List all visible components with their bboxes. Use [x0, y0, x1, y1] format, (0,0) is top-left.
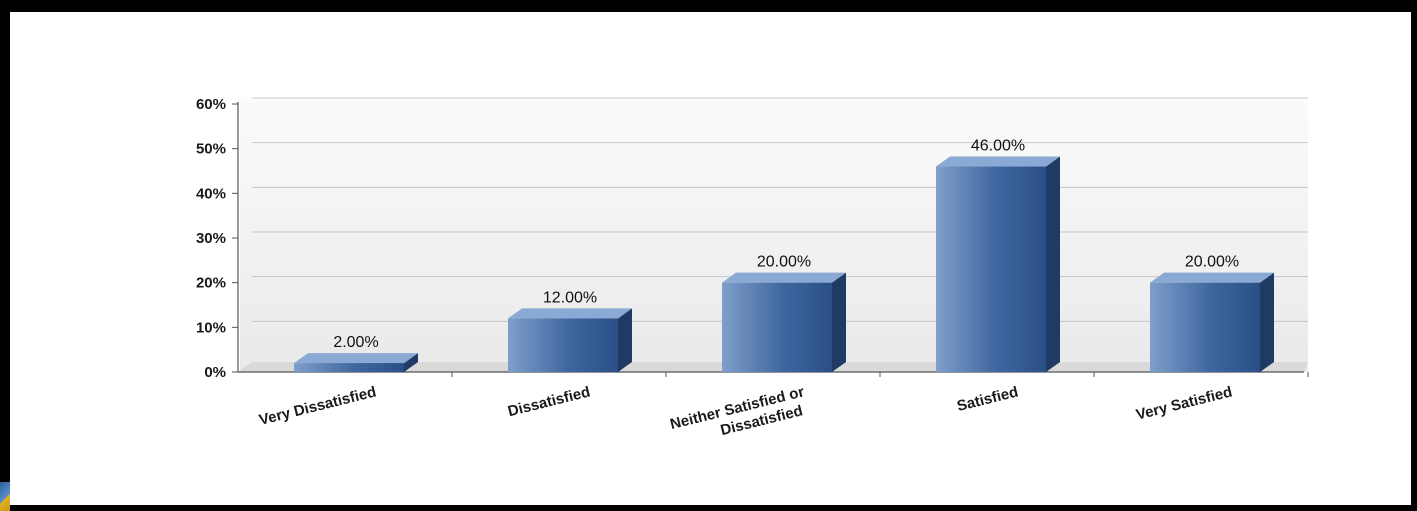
bar-top — [508, 308, 632, 319]
data-label: 2.00% — [333, 334, 378, 351]
bar-top — [294, 353, 418, 364]
bar-side — [404, 353, 418, 372]
y-tick-label: 20% — [196, 275, 226, 292]
category-label: Neither Satisfied orDissatisfied — [668, 383, 810, 450]
category-label: Dissatisfied — [506, 383, 592, 420]
bar-side — [1046, 156, 1060, 372]
category-label: Satisfied — [955, 383, 1020, 415]
bar — [294, 353, 418, 372]
bar-front — [1150, 282, 1260, 372]
category-label-line: Very Satisfied — [1134, 383, 1234, 423]
data-label: 20.00% — [1185, 254, 1239, 271]
bar — [508, 308, 632, 372]
bar-side — [832, 272, 846, 372]
category-label: Very Satisfied — [1134, 383, 1234, 423]
category-label: Very Dissatisfied — [257, 383, 378, 429]
bar-front — [936, 166, 1046, 372]
bars — [294, 156, 1274, 372]
bar-front — [508, 318, 618, 372]
category-label-line: Satisfied — [955, 383, 1020, 415]
category-label-line: Very Dissatisfied — [257, 383, 378, 429]
data-label: 12.00% — [543, 289, 597, 306]
y-tick-label: 0% — [204, 364, 226, 381]
corner-logo-fragment — [0, 482, 10, 511]
y-tick-label: 50% — [196, 141, 226, 158]
category-label-line: Dissatisfied — [506, 383, 592, 420]
bar — [722, 272, 846, 372]
data-label: 46.00% — [971, 138, 1025, 155]
data-label: 20.00% — [757, 254, 811, 271]
y-tick-label: 30% — [196, 230, 226, 247]
y-tick-label: 10% — [196, 319, 226, 336]
y-tick-label: 40% — [196, 185, 226, 202]
bar-top — [936, 156, 1060, 167]
bar-side — [1260, 272, 1274, 372]
bar-front — [294, 363, 404, 372]
bar-side — [618, 308, 632, 372]
y-tick-label: 60% — [196, 96, 226, 113]
bar-top — [722, 272, 846, 283]
bar — [936, 156, 1060, 372]
bar — [1150, 272, 1274, 372]
bar-top — [1150, 272, 1274, 283]
bar-front — [722, 282, 832, 372]
